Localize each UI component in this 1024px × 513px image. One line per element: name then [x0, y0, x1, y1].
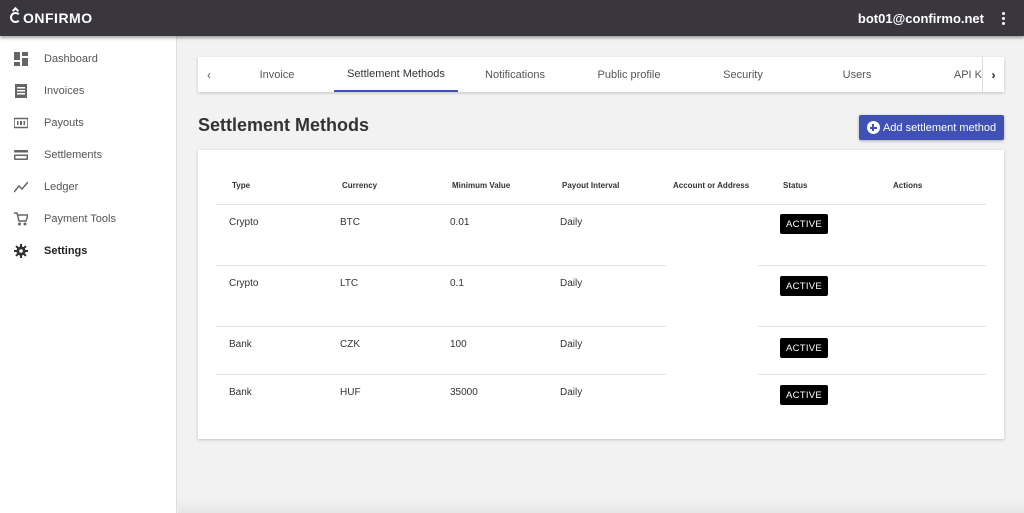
tabs-scroll-left-icon[interactable]: ‹: [207, 67, 211, 82]
cart-icon: [14, 212, 30, 226]
logo-mark-icon: [10, 6, 22, 25]
sidebar-item-dashboard[interactable]: Dashboard: [0, 43, 176, 75]
gear-icon: [14, 244, 28, 258]
row-divider: [216, 265, 666, 266]
tab-users[interactable]: Users: [842, 68, 872, 81]
sidebar-item-label: Settlements: [44, 149, 103, 161]
page-title: Settlement Methods: [198, 115, 370, 135]
sidebar-item-settlements[interactable]: Settlements: [0, 139, 176, 171]
row-divider: [758, 374, 986, 375]
column-header-account-or-address[interactable]: Account or Address: [673, 181, 750, 190]
tab-security[interactable]: Security: [723, 68, 763, 81]
more-vert-icon[interactable]: [996, 11, 1010, 25]
column-header-actions[interactable]: Actions: [893, 181, 923, 190]
sidebar-item-label: Ledger: [44, 181, 79, 193]
sidebar-item-label: Payment Tools: [44, 213, 116, 225]
top-bar: ONFIRMO bot01@confirmo.net: [0, 0, 1024, 36]
row-divider: [216, 326, 666, 327]
confirmo-logo[interactable]: ONFIRMO: [10, 6, 93, 26]
credit-card-icon: [14, 148, 28, 162]
column-header-status[interactable]: Status: [783, 181, 808, 190]
row-divider: [216, 374, 666, 375]
header-divider: [216, 204, 986, 205]
cell-payout-interval: Daily: [560, 217, 583, 228]
column-header-currency[interactable]: Currency: [342, 181, 378, 190]
status-badge: ACTIVE: [780, 214, 828, 234]
sidebar-item-label: Invoices: [44, 85, 85, 97]
cell-minimum-value: 0.1: [450, 278, 464, 289]
settings-tabs: ‹ Invoice Settlement Methods Notificatio…: [198, 57, 1004, 92]
row-divider: [758, 326, 986, 327]
column-header-type[interactable]: Type: [232, 181, 251, 190]
dashboard-icon: [14, 52, 28, 66]
cell-currency: BTC: [340, 217, 360, 228]
cell-type: Crypto: [229, 278, 259, 289]
add-settlement-method-button[interactable]: Add settlement method: [859, 115, 1004, 140]
user-menu: bot01@confirmo.net: [858, 11, 1010, 26]
payouts-icon: [13, 116, 29, 130]
column-header-minimum-value[interactable]: Minimum Value: [452, 181, 511, 190]
cell-minimum-value: 0.01: [450, 217, 470, 228]
sidebar-item-label: Dashboard: [44, 53, 98, 65]
trend-line-icon: [13, 180, 29, 194]
tab-invoice[interactable]: Invoice: [259, 68, 295, 81]
sidebar-item-payment-tools[interactable]: Payment Tools: [0, 203, 176, 235]
sidebar-item-label: Payouts: [44, 117, 84, 129]
column-header-payout-interval[interactable]: Payout Interval: [562, 181, 620, 190]
invoices-icon: [14, 84, 28, 98]
settlement-methods-table: Type Currency Minimum Value Payout Inter…: [198, 150, 1004, 439]
status-badge: ACTIVE: [780, 276, 828, 296]
tab-notifications[interactable]: Notifications: [485, 68, 545, 81]
tab-api-keys[interactable]: API Ke: [953, 68, 982, 81]
tab-public-profile[interactable]: Public profile: [597, 68, 661, 81]
user-email[interactable]: bot01@confirmo.net: [857, 10, 984, 26]
cell-minimum-value: 35000: [450, 387, 478, 398]
status-badge: ACTIVE: [780, 338, 828, 358]
cell-minimum-value: 100: [450, 339, 467, 350]
sidebar: Dashboard Invoices Payouts Settlements L…: [0, 36, 177, 513]
sidebar-item-ledger[interactable]: Ledger: [0, 171, 176, 203]
cell-currency: CZK: [340, 339, 360, 350]
cell-currency: HUF: [340, 387, 361, 398]
cell-type: Bank: [229, 339, 252, 350]
page-bottom-shadow: [178, 498, 1024, 513]
cell-payout-interval: Daily: [560, 339, 583, 350]
tab-settlement-methods[interactable]: Settlement Methods: [334, 57, 458, 92]
cell-currency: LTC: [340, 278, 359, 289]
tab-strip: Invoice Settlement Methods Notifications…: [220, 57, 982, 92]
tabs-scroll-right-icon[interactable]: ›: [982, 57, 1004, 92]
row-divider: [758, 265, 986, 266]
cell-payout-interval: Daily: [560, 278, 583, 289]
add-button-label: Add settlement method: [882, 121, 997, 134]
sidebar-item-settings[interactable]: Settings: [0, 235, 176, 267]
cell-type: Crypto: [229, 217, 259, 228]
logo-text: ONFIRMO: [23, 10, 93, 26]
cell-type: Bank: [229, 387, 252, 398]
sidebar-item-invoices[interactable]: Invoices: [0, 75, 176, 107]
cell-payout-interval: Daily: [560, 387, 583, 398]
sidebar-item-label: Settings: [44, 245, 88, 257]
status-badge: ACTIVE: [780, 385, 828, 405]
sidebar-item-payouts[interactable]: Payouts: [0, 107, 176, 139]
add-circle-icon: [866, 121, 880, 134]
